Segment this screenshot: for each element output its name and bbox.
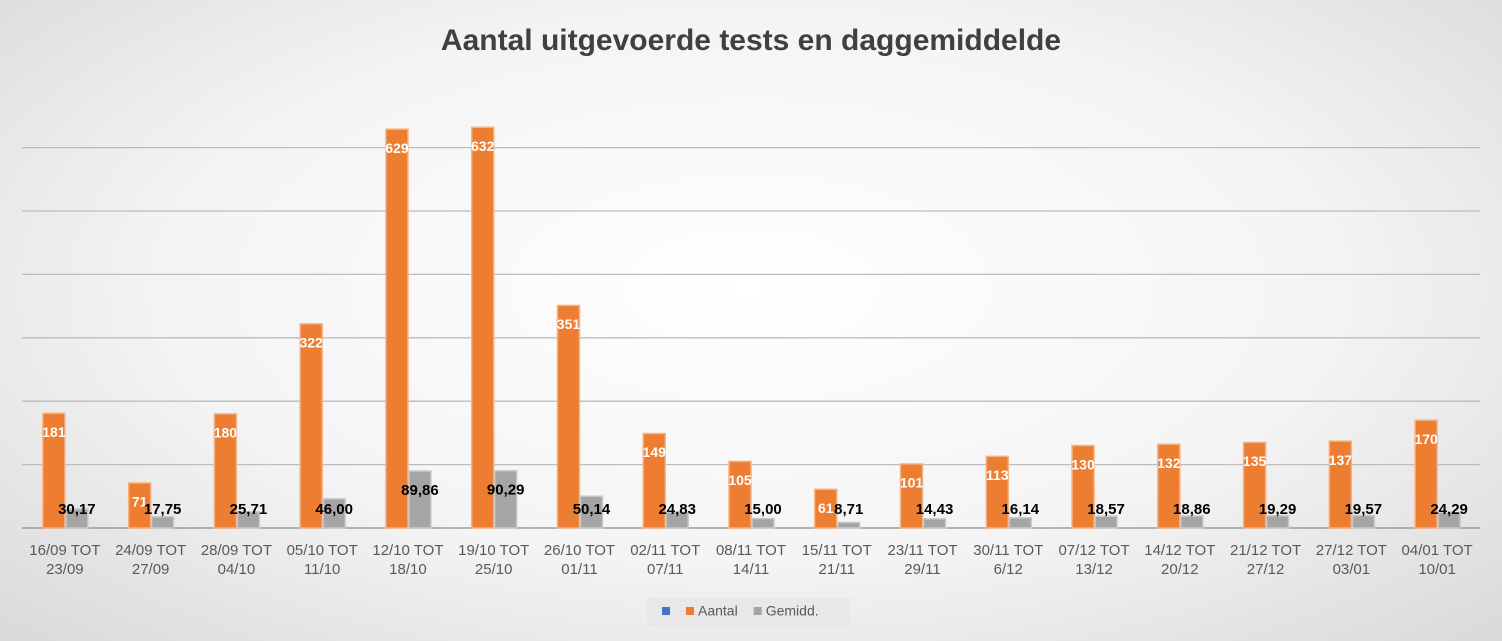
- legend-label: Gemidd.: [766, 603, 819, 619]
- bar: [408, 470, 432, 529]
- x-tick-label: 04/01 TOT 10/01: [1401, 542, 1473, 578]
- bar: [299, 323, 323, 529]
- bar: [814, 488, 838, 529]
- bar: [322, 498, 346, 529]
- value-label: 105: [728, 472, 752, 488]
- x-tick-label: 27/12 TOT 03/01: [1315, 542, 1387, 578]
- bar: [899, 463, 924, 529]
- bar: [236, 510, 261, 529]
- x-tick-label: 05/10 TOT 11/10: [286, 542, 358, 578]
- bar: [42, 412, 66, 529]
- value-label: 113: [986, 467, 1009, 483]
- x-tick-label: 21/12 TOT 27/12: [1230, 542, 1302, 578]
- bar: [579, 495, 604, 529]
- value-label: 24,29: [1430, 501, 1468, 518]
- x-tick-label: 30/11 TOT 6/12: [973, 542, 1044, 578]
- x-tick-label: 08/11 TOT 14/11: [715, 542, 787, 578]
- bar: [1242, 441, 1267, 529]
- value-label: 14,43: [916, 501, 954, 518]
- bar: [213, 413, 238, 529]
- value-label: 135: [1243, 453, 1267, 469]
- value-label: 322: [299, 335, 323, 351]
- value-label: 632: [471, 138, 495, 154]
- bar: [1414, 419, 1438, 529]
- x-tick-label: 26/10 TOT 01/11: [543, 542, 616, 578]
- bar: [556, 304, 581, 529]
- value-label: 149: [643, 444, 667, 460]
- value-label: 18,86: [1173, 501, 1211, 518]
- legend-swatch: [753, 607, 762, 615]
- value-label: 629: [385, 140, 409, 156]
- value-label: 17,75: [144, 501, 182, 518]
- bar: [493, 470, 518, 529]
- value-label: 101: [900, 475, 924, 491]
- x-tick-label: 19/10 TOT 25/10: [458, 542, 530, 578]
- bar: [1094, 515, 1118, 529]
- bar: [1437, 511, 1461, 529]
- bar: [922, 518, 947, 529]
- bar: [1008, 517, 1033, 529]
- value-label: 71: [132, 494, 148, 510]
- bar: [1351, 514, 1376, 529]
- value-label: 351: [557, 316, 581, 332]
- x-tick-label: 12/10 TOT 18/10: [372, 542, 444, 578]
- value-label: 181: [42, 424, 66, 440]
- legend-label: Aantal: [698, 603, 738, 619]
- value-label: 8,71: [834, 501, 863, 518]
- x-tick-label: 02/11 TOT 07/11: [630, 542, 701, 578]
- bar: [642, 432, 666, 529]
- bar: [470, 126, 495, 529]
- chart-title: Aantal uitgevoerde tests en daggemiddeld…: [441, 24, 1061, 57]
- bar: [1328, 440, 1353, 529]
- value-label: 50,14: [573, 501, 611, 518]
- bar: [1265, 515, 1290, 529]
- value-label: 137: [1329, 452, 1353, 468]
- x-tick-label: 07/12 TOT 13/12: [1058, 542, 1130, 578]
- x-tick-label: 14/12 TOT 20/12: [1144, 542, 1216, 578]
- x-tick-label: 16/09 TOT 23/09: [29, 542, 101, 578]
- x-tick-label: 24/09 TOT 27/09: [115, 542, 187, 578]
- bar: [1071, 444, 1095, 529]
- bar: [127, 482, 152, 529]
- bar: [385, 128, 409, 529]
- bar: [150, 515, 175, 529]
- value-label: 30,17: [58, 501, 96, 518]
- value-label: 24,83: [658, 501, 696, 518]
- value-label: 16,14: [1002, 501, 1040, 518]
- legend-swatch: [662, 607, 670, 615]
- bar: [665, 511, 689, 529]
- bar: [751, 517, 775, 529]
- value-label: 132: [1157, 455, 1181, 471]
- x-tick-label: 15/11 TOT 21/11: [801, 542, 872, 578]
- value-label: 61: [818, 500, 834, 516]
- value-label: 25,71: [230, 501, 268, 518]
- legend-swatch: [686, 607, 694, 615]
- value-label: 89,86: [401, 482, 439, 499]
- bar: [837, 521, 861, 529]
- value-label: 18,57: [1087, 501, 1125, 518]
- value-label: 180: [214, 425, 238, 441]
- bar: [1180, 515, 1204, 529]
- value-label: 19,29: [1259, 501, 1297, 518]
- x-tick-label: 23/11 TOT 29/11: [887, 542, 958, 578]
- value-label: 170: [1414, 431, 1438, 447]
- bar: [65, 508, 89, 529]
- bar: [985, 455, 1010, 529]
- value-label: 19,57: [1345, 501, 1383, 518]
- value-label: 90,29: [487, 482, 525, 499]
- bar: [1157, 443, 1181, 529]
- value-label: 46,00: [315, 501, 353, 518]
- x-tick-label: 28/09 TOT 04/10: [200, 542, 272, 578]
- value-label: 15,00: [744, 501, 782, 518]
- value-label: 130: [1071, 456, 1095, 472]
- bar: [728, 460, 752, 529]
- legend-box: [647, 598, 850, 626]
